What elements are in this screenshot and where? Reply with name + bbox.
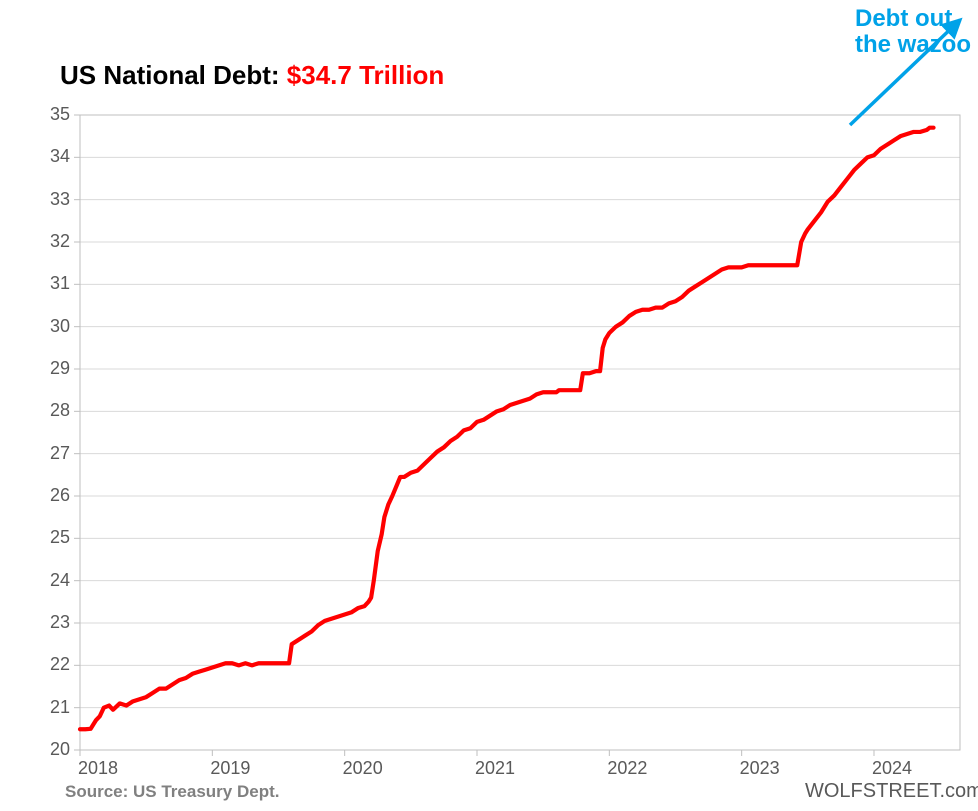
x-tick-label: 2018 bbox=[78, 758, 118, 779]
y-tick-label: 35 bbox=[50, 104, 70, 125]
y-tick-label: 30 bbox=[50, 316, 70, 337]
chart-container: US National Debt: $34.7 Trillion Debt ou… bbox=[0, 0, 978, 811]
x-tick-label: 2024 bbox=[872, 758, 912, 779]
y-tick-label: 32 bbox=[50, 231, 70, 252]
y-tick-label: 25 bbox=[50, 527, 70, 548]
y-tick-label: 22 bbox=[50, 654, 70, 675]
chart-plot bbox=[0, 0, 978, 811]
annotation-arrow bbox=[850, 20, 960, 125]
plot-border bbox=[80, 115, 960, 750]
x-tick-label: 2019 bbox=[210, 758, 250, 779]
y-tick-label: 34 bbox=[50, 146, 70, 167]
x-tick-label: 2021 bbox=[475, 758, 515, 779]
y-tick-label: 23 bbox=[50, 612, 70, 633]
source-label: Source: US Treasury Dept. bbox=[65, 782, 279, 802]
y-tick-label: 26 bbox=[50, 485, 70, 506]
y-tick-label: 28 bbox=[50, 400, 70, 421]
debt-series-line bbox=[80, 128, 934, 730]
y-tick-label: 27 bbox=[50, 443, 70, 464]
x-tick-label: 2020 bbox=[343, 758, 383, 779]
x-tick-label: 2023 bbox=[740, 758, 780, 779]
y-tick-label: 33 bbox=[50, 189, 70, 210]
y-tick-label: 29 bbox=[50, 358, 70, 379]
y-tick-label: 20 bbox=[50, 739, 70, 760]
y-tick-label: 31 bbox=[50, 273, 70, 294]
y-tick-label: 24 bbox=[50, 570, 70, 591]
attribution-label: WOLFSTREET.com bbox=[805, 780, 978, 803]
x-tick-label: 2022 bbox=[607, 758, 647, 779]
y-tick-label: 21 bbox=[50, 697, 70, 718]
